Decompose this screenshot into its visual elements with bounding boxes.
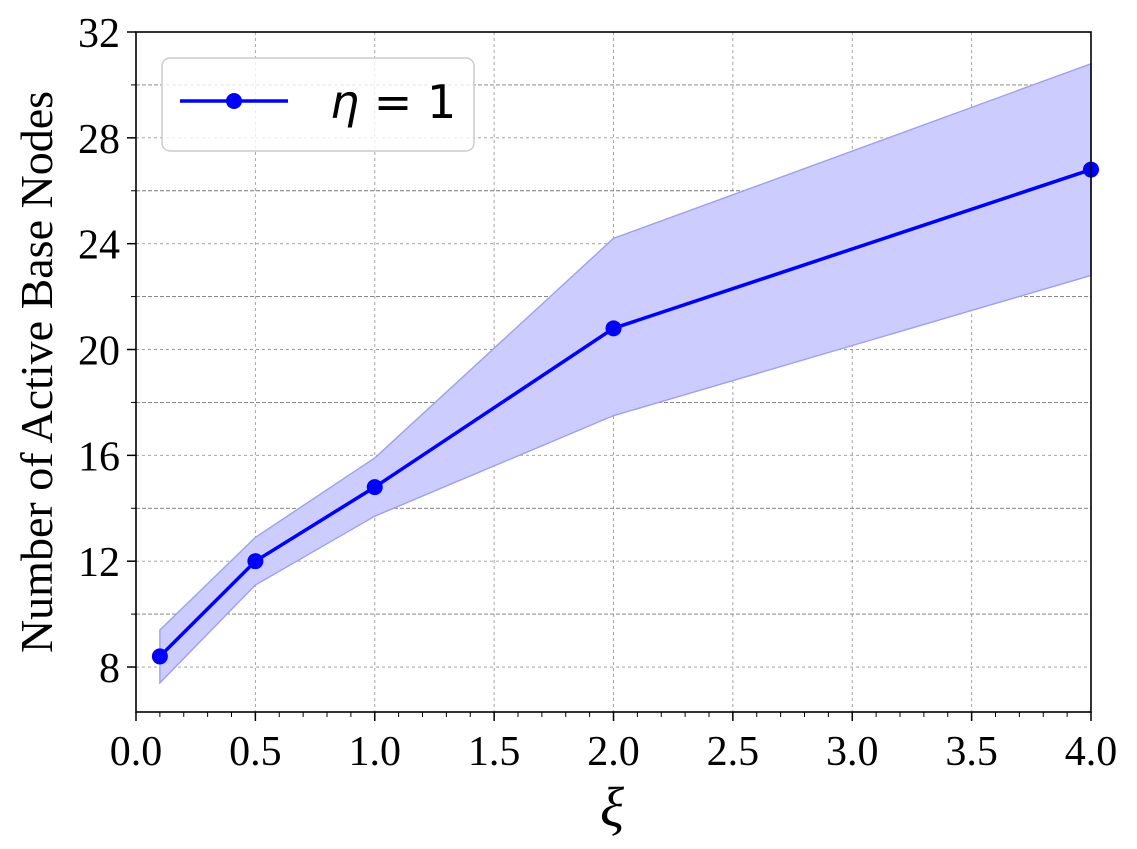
legend-label-symbol: η — [330, 75, 359, 129]
data-point — [247, 553, 264, 570]
y-tick-label: 32 — [78, 11, 120, 57]
y-axis-title: Number of Active Base Nodes — [11, 91, 62, 653]
x-tick-label: 3.5 — [945, 729, 998, 775]
y-tick-label: 8 — [99, 646, 120, 692]
y-tick-label: 20 — [78, 329, 120, 375]
data-point — [151, 648, 168, 665]
x-tick-label: 1.5 — [468, 729, 521, 775]
x-tick-label: 0.5 — [229, 729, 282, 775]
axis-ticks — [127, 31, 1092, 721]
confidence-band-layer — [159, 62, 1092, 685]
legend-marker-swatch — [226, 93, 242, 109]
x-axis-title: ξ — [600, 777, 624, 839]
legend-label: η = 1 — [330, 75, 456, 129]
legend-label-value: = 1 — [359, 75, 456, 129]
data-point-layer — [151, 161, 1099, 665]
y-tick-label: 28 — [78, 117, 120, 163]
x-tick-label: 2.0 — [587, 729, 640, 775]
x-tick-label: 2.5 — [707, 729, 760, 775]
x-tick-label: 0.0 — [110, 729, 163, 775]
y-tick-label: 16 — [78, 434, 120, 480]
x-tick-label: 1.0 — [349, 729, 402, 775]
tick-labels: 0.0 0.5 1.0 1.5 2.0 2.5 3.0 3.5 4.0 8 12 16 20 24 28 32 — [78, 11, 1117, 775]
x-tick-label: 3.0 — [826, 729, 879, 775]
y-tick-label: 24 — [78, 223, 120, 269]
y-tick-label: 12 — [78, 540, 120, 586]
legend: η = 1 — [161, 57, 475, 152]
legend-box — [161, 57, 475, 152]
data-point — [605, 320, 622, 337]
data-point — [366, 479, 383, 496]
confidence-band — [159, 62, 1092, 685]
x-tick-label: 4.0 — [1065, 729, 1118, 775]
